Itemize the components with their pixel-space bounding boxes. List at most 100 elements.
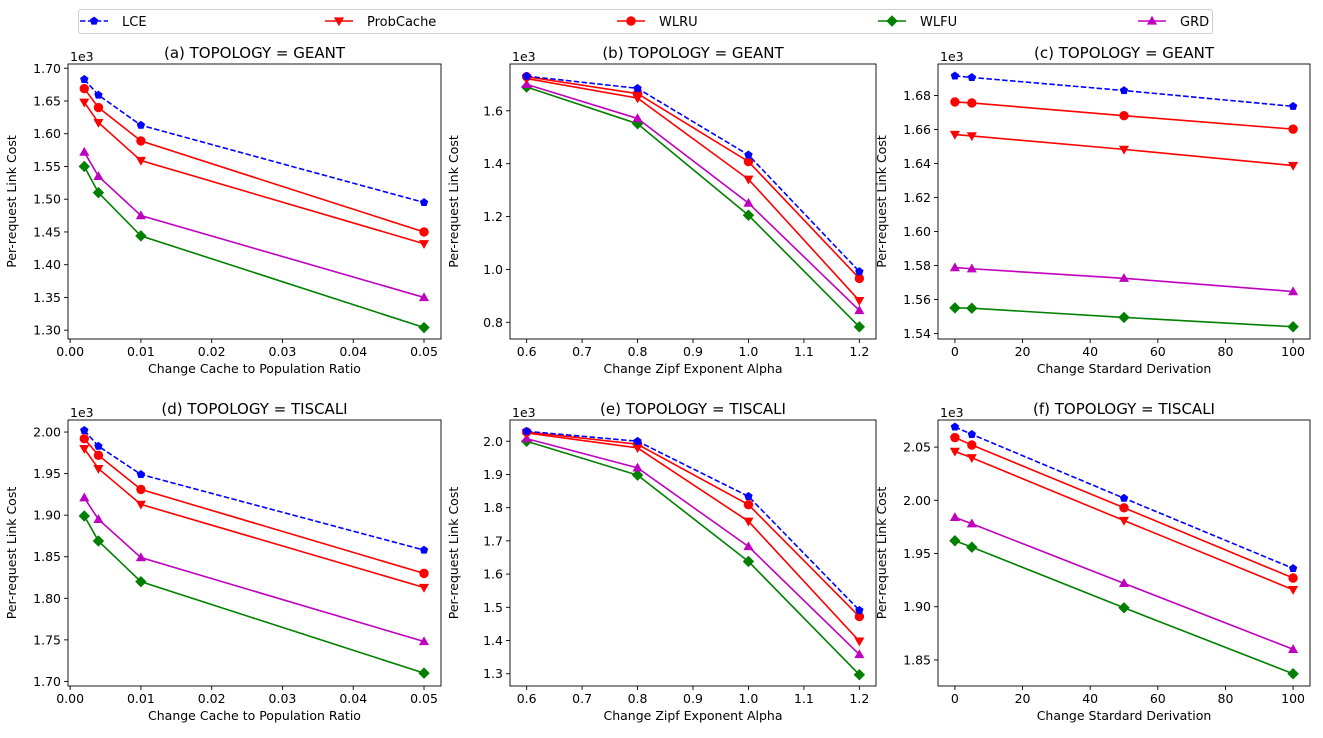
series-lce [522, 426, 864, 614]
data-point [1288, 564, 1298, 573]
x-tick-label: 40 [1082, 344, 1098, 359]
data-point [80, 74, 89, 83]
x-axis-label: Change Zipf Exponent Alpha [603, 361, 782, 376]
series-line [526, 75, 860, 273]
data-point [418, 667, 430, 679]
y-tick-label: 1.9 [483, 467, 503, 482]
series-line [83, 166, 425, 329]
series-lce [950, 422, 1298, 573]
data-point [854, 637, 865, 647]
legend-label: WLFU [920, 15, 957, 30]
data-point [79, 492, 90, 502]
data-point [1118, 145, 1130, 155]
x-tick-label: 80 [1218, 691, 1234, 706]
series-wlru [950, 432, 1298, 583]
x-tick-label: 1.0 [739, 344, 759, 359]
offset-label: 1e3 [512, 49, 536, 64]
legend-label: ProbCache [367, 15, 436, 30]
x-axis-label: Change Cache to Population Ratio [148, 361, 361, 376]
series-line [526, 86, 860, 328]
x-tick-label: 0.6 [517, 344, 537, 359]
x-tick-label: 0.01 [127, 344, 155, 359]
x-tick-label: 20 [1015, 691, 1031, 706]
data-point [742, 555, 755, 568]
series-wlfu [520, 435, 866, 681]
offset-label: 1e3 [512, 405, 536, 420]
data-point [522, 426, 531, 435]
y-tick-label: 1.58 [903, 258, 931, 273]
data-point [949, 447, 960, 457]
x-axis-label: Change Cache to Population Ratio [148, 708, 361, 723]
y-tick-label: 1.80 [33, 591, 61, 606]
data-point [853, 669, 866, 681]
x-tick-label: 0.01 [127, 691, 155, 706]
legend-item-grd: GRD [1138, 15, 1209, 30]
data-point [949, 130, 960, 140]
data-point [631, 469, 644, 481]
series-line [83, 78, 425, 204]
data-point [742, 209, 755, 221]
plot-frame [67, 63, 442, 340]
legend-item-wlru: WLRU [617, 15, 698, 30]
series-line [954, 426, 1294, 570]
data-point [418, 636, 430, 646]
data-point [632, 113, 643, 123]
series-wlru [79, 434, 429, 579]
x-tick-label: 0.9 [683, 344, 703, 359]
data-point [743, 517, 754, 527]
data-point [93, 118, 104, 128]
data-point [855, 267, 864, 276]
series-line [83, 438, 425, 575]
series-line [83, 151, 425, 299]
data-point [854, 649, 865, 659]
x-tick-label: 1.2 [849, 691, 869, 706]
y-tick-label: 1.6 [483, 103, 503, 118]
legend-marker [89, 16, 99, 25]
series-line [526, 430, 860, 611]
x-tick-label: 1.1 [794, 344, 814, 359]
y-tick-label: 1.7 [483, 533, 503, 548]
data-point [418, 292, 430, 302]
series-line [526, 77, 860, 302]
y-axis-label: Per-request Link Cost [446, 135, 461, 268]
y-tick-label: 1.40 [33, 257, 61, 272]
x-axis-label: Change Stardard Derivation [1037, 708, 1212, 723]
data-point [521, 79, 532, 89]
series-line [954, 101, 1294, 130]
offset-label: 1e3 [940, 49, 964, 64]
x-tick-label: 100 [1281, 691, 1305, 706]
data-point [1288, 286, 1299, 296]
chart-panel-3: 0 20 40 60 80 100 1.54 1.56 1.58 1.60 1.62 1.64 1.66… [874, 44, 1311, 376]
y-tick-label: 2.05 [903, 440, 931, 455]
x-tick-label: 0.00 [56, 344, 84, 359]
series-lce [950, 71, 1298, 110]
series-probcache [949, 447, 1299, 595]
series-probcache [949, 130, 1299, 171]
chart-panel-5: 0.6 0.7 0.8 0.9 1.0 1.1 1.2 1.3 1.4 1.5 1.6 1.7 1.8 1… [446, 400, 877, 723]
x-tick-label: 0.05 [410, 691, 438, 706]
series-line [954, 266, 1294, 293]
data-point [1118, 578, 1130, 587]
x-tick-label: 1.0 [739, 691, 759, 706]
y-tick-label: 1.6 [483, 567, 503, 582]
data-point [1118, 311, 1130, 324]
y-tick-label: 1.90 [33, 508, 61, 523]
data-point [967, 98, 977, 108]
plot-frame [509, 419, 877, 687]
data-point [950, 71, 960, 80]
x-tick-label: 0.02 [198, 691, 226, 706]
x-tick-label: 1.1 [794, 691, 814, 706]
series-line [954, 133, 1294, 167]
series-line [526, 437, 860, 656]
data-point [743, 197, 754, 207]
series-wlfu [949, 535, 1299, 680]
data-point [135, 500, 146, 510]
series-line [83, 88, 425, 233]
data-point [94, 441, 103, 450]
series-grd [79, 492, 430, 646]
series-lce [80, 425, 429, 554]
y-axis-label: Per-request Link Cost [874, 135, 889, 268]
y-tick-label: 2.0 [483, 434, 503, 449]
data-point [92, 186, 105, 199]
data-point [949, 535, 961, 547]
